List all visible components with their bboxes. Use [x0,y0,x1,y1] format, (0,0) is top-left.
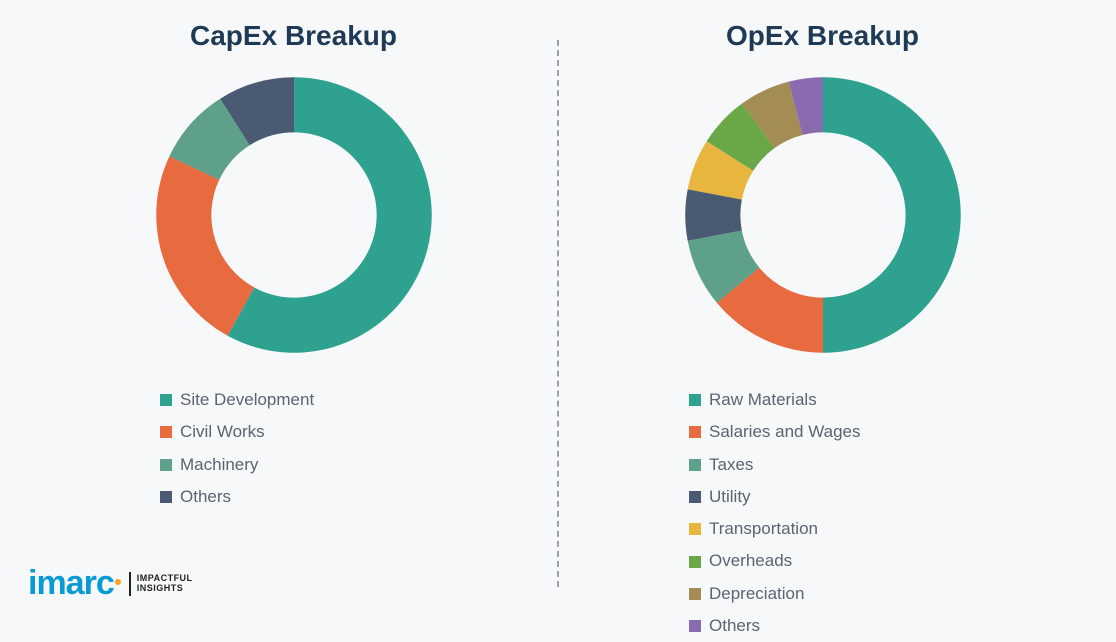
legend-swatch [160,426,172,438]
opex-donut [678,70,968,360]
legend-swatch [689,491,701,503]
legend-swatch [160,459,172,471]
legend-swatch [689,620,701,632]
legend-swatch [689,556,701,568]
legend-label: Raw Materials [709,384,817,416]
chart-container: CapEx Breakup Site DevelopmentCivil Work… [0,0,1116,627]
opex-legend: Raw MaterialsSalaries and WagesTaxesUtil… [579,384,861,642]
legend-item: Raw Materials [689,384,861,416]
donut-segment [823,77,961,353]
brand-logo: imarc IMPACTFUL INSIGHTS [28,564,193,603]
legend-label: Machinery [180,449,258,481]
legend-label: Overheads [709,545,792,577]
legend-swatch [689,523,701,535]
logo-tagline: IMPACTFUL INSIGHTS [137,574,193,594]
legend-swatch [160,394,172,406]
legend-swatch [689,426,701,438]
legend-item: Others [160,481,314,513]
logo-text: imarc [28,564,114,603]
capex-panel: CapEx Breakup Site DevelopmentCivil Work… [30,20,557,607]
logo-separator [129,572,131,596]
legend-swatch [689,394,701,406]
opex-title: OpEx Breakup [726,20,919,52]
legend-item: Others [689,610,861,642]
opex-donut-svg [678,70,968,360]
legend-label: Others [709,610,760,642]
legend-item: Overheads [689,545,861,577]
legend-label: Transportation [709,513,818,545]
legend-item: Depreciation [689,578,861,610]
legend-label: Civil Works [180,416,265,448]
legend-item: Utility [689,481,861,513]
capex-legend: Site DevelopmentCivil WorksMachineryOthe… [50,384,314,513]
legend-item: Taxes [689,449,861,481]
legend-swatch [689,459,701,471]
legend-item: Site Development [160,384,314,416]
legend-label: Others [180,481,231,513]
donut-segment [156,156,254,335]
legend-item: Civil Works [160,416,314,448]
logo-dot-icon [115,579,121,585]
legend-item: Machinery [160,449,314,481]
legend-item: Transportation [689,513,861,545]
legend-item: Salaries and Wages [689,416,861,448]
legend-label: Taxes [709,449,753,481]
capex-donut [149,70,439,360]
legend-label: Site Development [180,384,314,416]
logo-tagline-1: IMPACTFUL [137,573,193,583]
capex-donut-svg [149,70,439,360]
opex-panel: OpEx Breakup Raw MaterialsSalaries and W… [559,20,1086,607]
logo-tagline-2: INSIGHTS [137,583,184,593]
legend-label: Salaries and Wages [709,416,861,448]
legend-label: Depreciation [709,578,804,610]
legend-swatch [160,491,172,503]
capex-title: CapEx Breakup [190,20,397,52]
legend-label: Utility [709,481,751,513]
legend-swatch [689,588,701,600]
